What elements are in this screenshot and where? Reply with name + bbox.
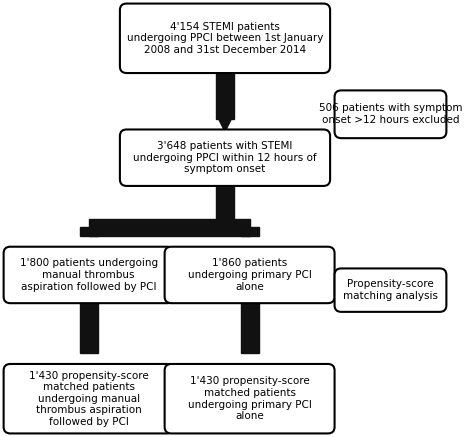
Polygon shape	[216, 180, 234, 223]
Polygon shape	[216, 66, 234, 118]
FancyBboxPatch shape	[120, 3, 330, 73]
FancyBboxPatch shape	[164, 364, 335, 434]
FancyBboxPatch shape	[4, 364, 173, 434]
FancyBboxPatch shape	[335, 90, 447, 138]
FancyBboxPatch shape	[4, 247, 173, 303]
Polygon shape	[241, 227, 258, 236]
FancyBboxPatch shape	[120, 129, 330, 186]
Polygon shape	[80, 297, 98, 353]
FancyBboxPatch shape	[335, 268, 447, 312]
Text: 1'800 patients undergoing
manual thrombus
aspiration followed by PCI: 1'800 patients undergoing manual thrombu…	[19, 258, 158, 291]
Text: 4'154 STEMI patients
undergoing PPCI between 1st January
2008 and 31st December : 4'154 STEMI patients undergoing PPCI bet…	[127, 22, 323, 55]
FancyBboxPatch shape	[164, 247, 335, 303]
Polygon shape	[89, 218, 250, 236]
Polygon shape	[241, 297, 258, 353]
Text: 1'860 patients
undergoing primary PCI
alone: 1'860 patients undergoing primary PCI al…	[188, 258, 311, 291]
Text: 1'430 propensity-score
matched patients
undergoing manual
thrombus aspiration
fo: 1'430 propensity-score matched patients …	[29, 371, 148, 427]
Polygon shape	[80, 227, 98, 236]
Text: 3'648 patients with STEMI
undergoing PPCI within 12 hours of
symptom onset: 3'648 patients with STEMI undergoing PPC…	[133, 141, 317, 174]
Text: 506 patients with symptom
onset >12 hours excluded: 506 patients with symptom onset >12 hour…	[319, 104, 462, 125]
Text: 1'430 propensity-score
matched patients
undergoing primary PCI
alone: 1'430 propensity-score matched patients …	[188, 376, 311, 421]
Text: Propensity-score
matching analysis: Propensity-score matching analysis	[343, 279, 438, 301]
